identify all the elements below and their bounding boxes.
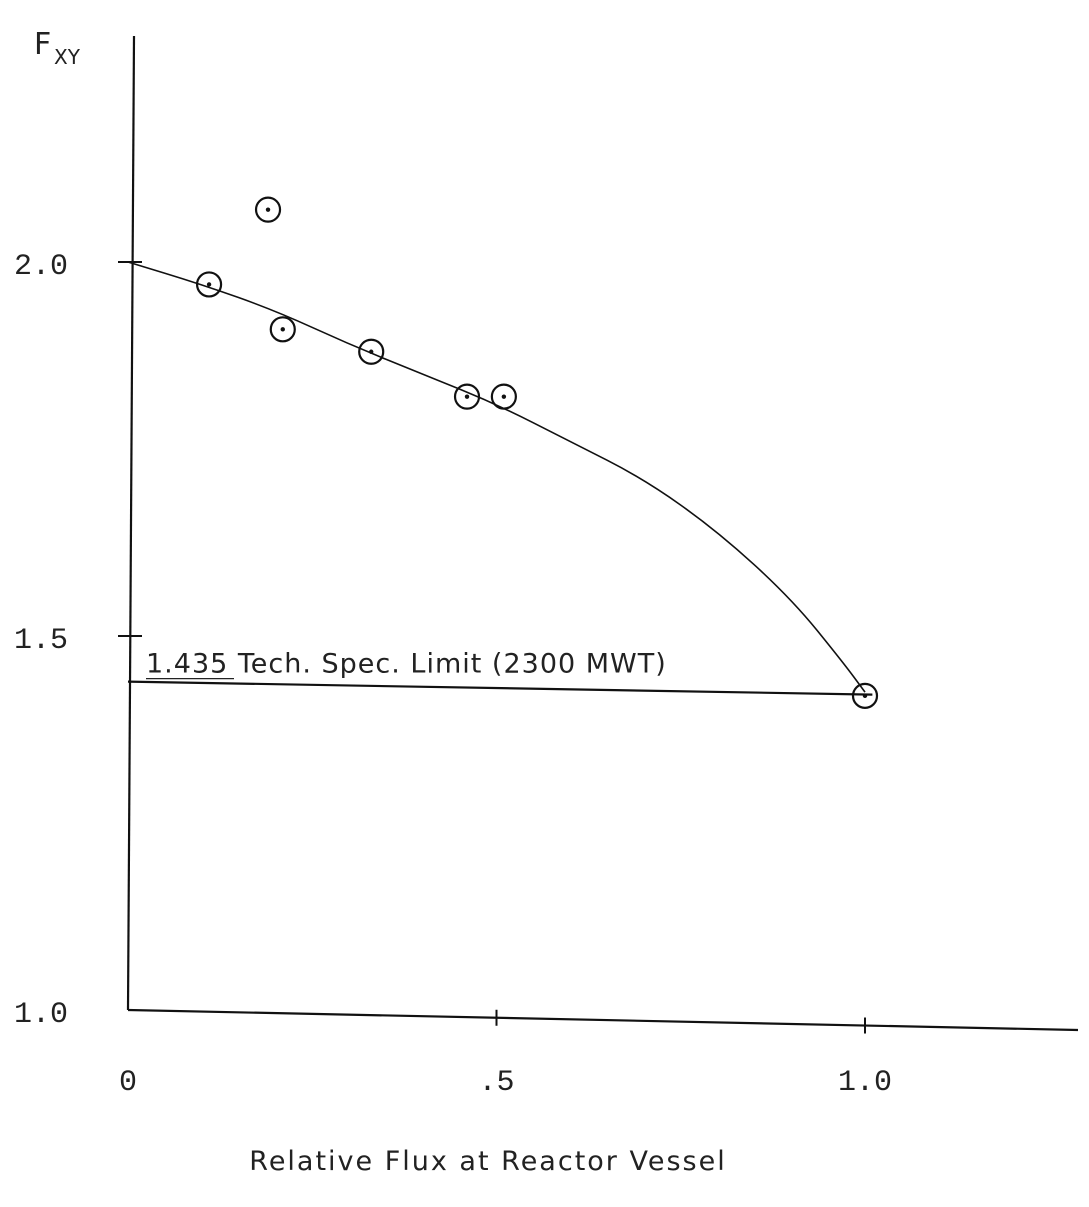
data-point-ring xyxy=(490,383,517,410)
limit-line xyxy=(127,680,873,696)
data-point-dot xyxy=(206,282,212,287)
fit-curve xyxy=(127,261,866,693)
data-point xyxy=(358,338,385,365)
x-tick-label: .5 xyxy=(478,1066,514,1100)
y-axis-label: F xyxy=(34,27,51,62)
x-axis-line xyxy=(127,1008,1079,1032)
axis-labels: F XY Relative Flux at Reactor Vessel xyxy=(34,27,726,1177)
data-points xyxy=(195,196,879,709)
x-tick-label: 0 xyxy=(119,1066,137,1100)
data-point-dot xyxy=(862,693,868,699)
data-point-ring xyxy=(254,196,282,223)
y-tick-label: 2.0 xyxy=(14,250,68,284)
y-axis-label-subscript: XY xyxy=(54,45,81,69)
tech-spec-limit: 1.435 Tech. Spec. Limit (2300 MWT) xyxy=(127,649,873,696)
x-axis-label: Relative Flux at Reactor Vessel xyxy=(249,1146,726,1177)
fit-curve-group xyxy=(127,261,866,693)
y-tick-label: 1.0 xyxy=(14,998,68,1032)
limit-label: 1.435 Tech. Spec. Limit (2300 MWT) xyxy=(146,649,667,680)
data-point-ring xyxy=(851,682,879,709)
x-tick-label: 1.0 xyxy=(838,1066,892,1100)
data-point-dot xyxy=(265,207,271,212)
data-point-ring xyxy=(453,383,481,410)
data-point-dot xyxy=(369,349,374,354)
y-tick-label: 1.5 xyxy=(14,624,68,658)
data-point-dot xyxy=(501,394,507,399)
data-point xyxy=(254,196,282,223)
data-point-ring xyxy=(269,316,296,343)
data-point-ring xyxy=(358,338,385,365)
data-point-ring xyxy=(195,271,223,298)
data-point xyxy=(269,316,296,343)
axes xyxy=(126,35,1079,1032)
data-point xyxy=(195,271,223,298)
data-point xyxy=(490,383,517,410)
data-point xyxy=(851,682,879,709)
data-point xyxy=(453,383,481,410)
data-point-dot xyxy=(280,327,285,332)
axis-ticks: 1.0 1.5 2.0 0 .5 1.0 xyxy=(14,250,892,1100)
y-axis-line xyxy=(126,35,136,1011)
data-point-dot xyxy=(464,394,470,399)
